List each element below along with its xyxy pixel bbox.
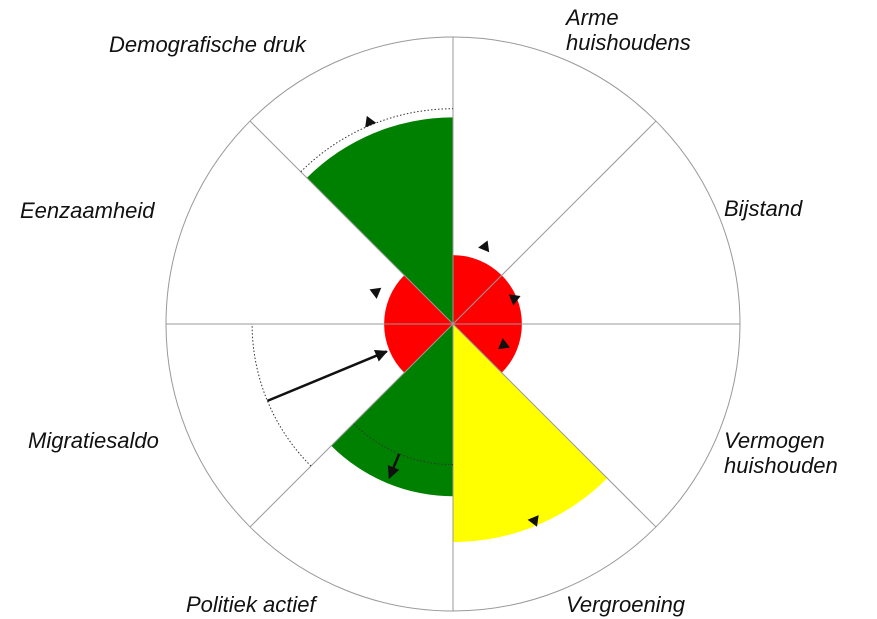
category-label: Eenzaamheid (20, 198, 155, 223)
sector (453, 275, 522, 324)
previous-arc (251, 323, 312, 467)
sector (384, 275, 453, 324)
trend-arrow (387, 453, 401, 479)
category-label: Arme huishoudens (566, 5, 691, 55)
divider (249, 120, 454, 325)
reference-marker (498, 338, 510, 350)
sector (453, 324, 608, 543)
sector (331, 324, 453, 497)
reference-marker (508, 294, 521, 306)
category-label: Vermogen huishouden (724, 428, 838, 478)
sector (453, 324, 522, 373)
reference-marker (365, 115, 377, 128)
trend-arrow (266, 349, 388, 403)
category-label: Vergroening (566, 592, 686, 617)
divider (249, 323, 454, 528)
reference-marker (478, 240, 490, 253)
sector (384, 324, 453, 373)
reference-marker (369, 287, 382, 299)
divider (452, 323, 657, 528)
sector (453, 255, 502, 324)
divider (452, 120, 657, 325)
category-label: Demografische druk (109, 32, 306, 57)
category-label: Migratiesaldo (28, 428, 159, 453)
sector (306, 117, 453, 324)
reference-marker (527, 515, 539, 527)
category-label: Bijstand (724, 196, 803, 221)
category-label: Politiek actief (186, 592, 316, 617)
previous-arc (353, 423, 454, 466)
